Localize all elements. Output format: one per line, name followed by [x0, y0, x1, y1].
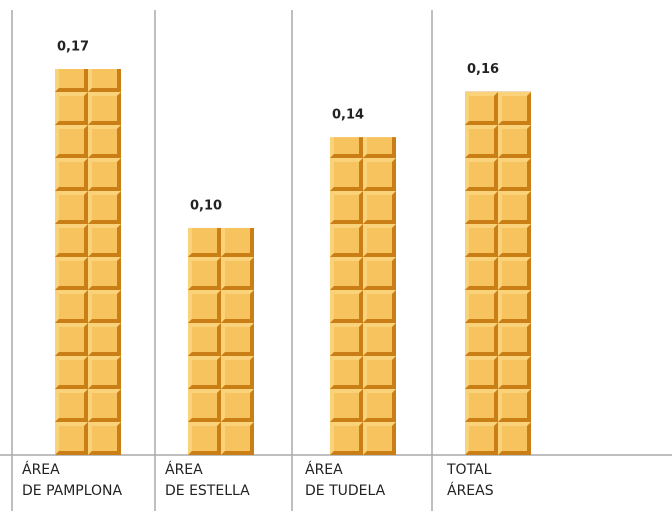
- x-tick-label: TOTAL ÁREAS: [446, 462, 494, 499]
- value-label: 0,16: [467, 62, 499, 77]
- x-tick-label: ÁREA DE TUDELA: [305, 461, 386, 499]
- x-tick-label: ÁREA DE PAMPLONA: [22, 461, 123, 499]
- value-label: 0,10: [190, 198, 222, 213]
- bar: [330, 137, 396, 455]
- value-label: 0,17: [57, 40, 89, 55]
- bar: [465, 91, 531, 456]
- bar: [55, 69, 121, 455]
- bar: [188, 227, 254, 455]
- x-tick-label: ÁREA DE ESTELLA: [165, 461, 250, 499]
- value-label: 0,14: [332, 108, 364, 123]
